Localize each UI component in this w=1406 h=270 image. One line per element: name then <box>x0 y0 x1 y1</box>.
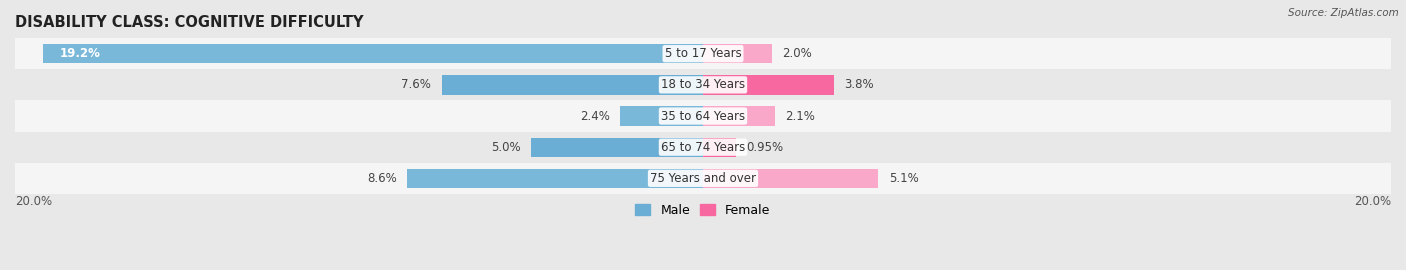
Bar <box>441 75 703 94</box>
Text: DISABILITY CLASS: COGNITIVE DIFFICULTY: DISABILITY CLASS: COGNITIVE DIFFICULTY <box>15 15 364 30</box>
Text: 5.0%: 5.0% <box>491 141 520 154</box>
Bar <box>703 44 772 63</box>
Text: 19.2%: 19.2% <box>59 47 101 60</box>
Text: 3.8%: 3.8% <box>844 78 873 91</box>
Bar <box>620 106 703 126</box>
Text: 2.4%: 2.4% <box>581 110 610 123</box>
Text: Source: ZipAtlas.com: Source: ZipAtlas.com <box>1288 8 1399 18</box>
Legend: Male, Female: Male, Female <box>630 199 776 222</box>
Bar <box>703 75 834 94</box>
Text: 5 to 17 Years: 5 to 17 Years <box>665 47 741 60</box>
Bar <box>15 38 1391 69</box>
Text: 20.0%: 20.0% <box>1354 195 1391 208</box>
Text: 7.6%: 7.6% <box>401 78 432 91</box>
Bar <box>15 131 1391 163</box>
Text: 2.1%: 2.1% <box>786 110 815 123</box>
Text: 75 Years and over: 75 Years and over <box>650 172 756 185</box>
Bar <box>531 137 703 157</box>
Bar <box>703 137 735 157</box>
Bar <box>703 169 879 188</box>
Text: 2.0%: 2.0% <box>782 47 811 60</box>
Bar <box>15 100 1391 131</box>
Bar <box>15 69 1391 100</box>
Text: 20.0%: 20.0% <box>15 195 52 208</box>
Text: 0.95%: 0.95% <box>747 141 783 154</box>
Bar <box>408 169 703 188</box>
Bar <box>42 44 703 63</box>
Bar <box>15 163 1391 194</box>
Text: 65 to 74 Years: 65 to 74 Years <box>661 141 745 154</box>
Text: 8.6%: 8.6% <box>367 172 396 185</box>
Bar <box>703 106 775 126</box>
Text: 18 to 34 Years: 18 to 34 Years <box>661 78 745 91</box>
Text: 5.1%: 5.1% <box>889 172 918 185</box>
Text: 35 to 64 Years: 35 to 64 Years <box>661 110 745 123</box>
